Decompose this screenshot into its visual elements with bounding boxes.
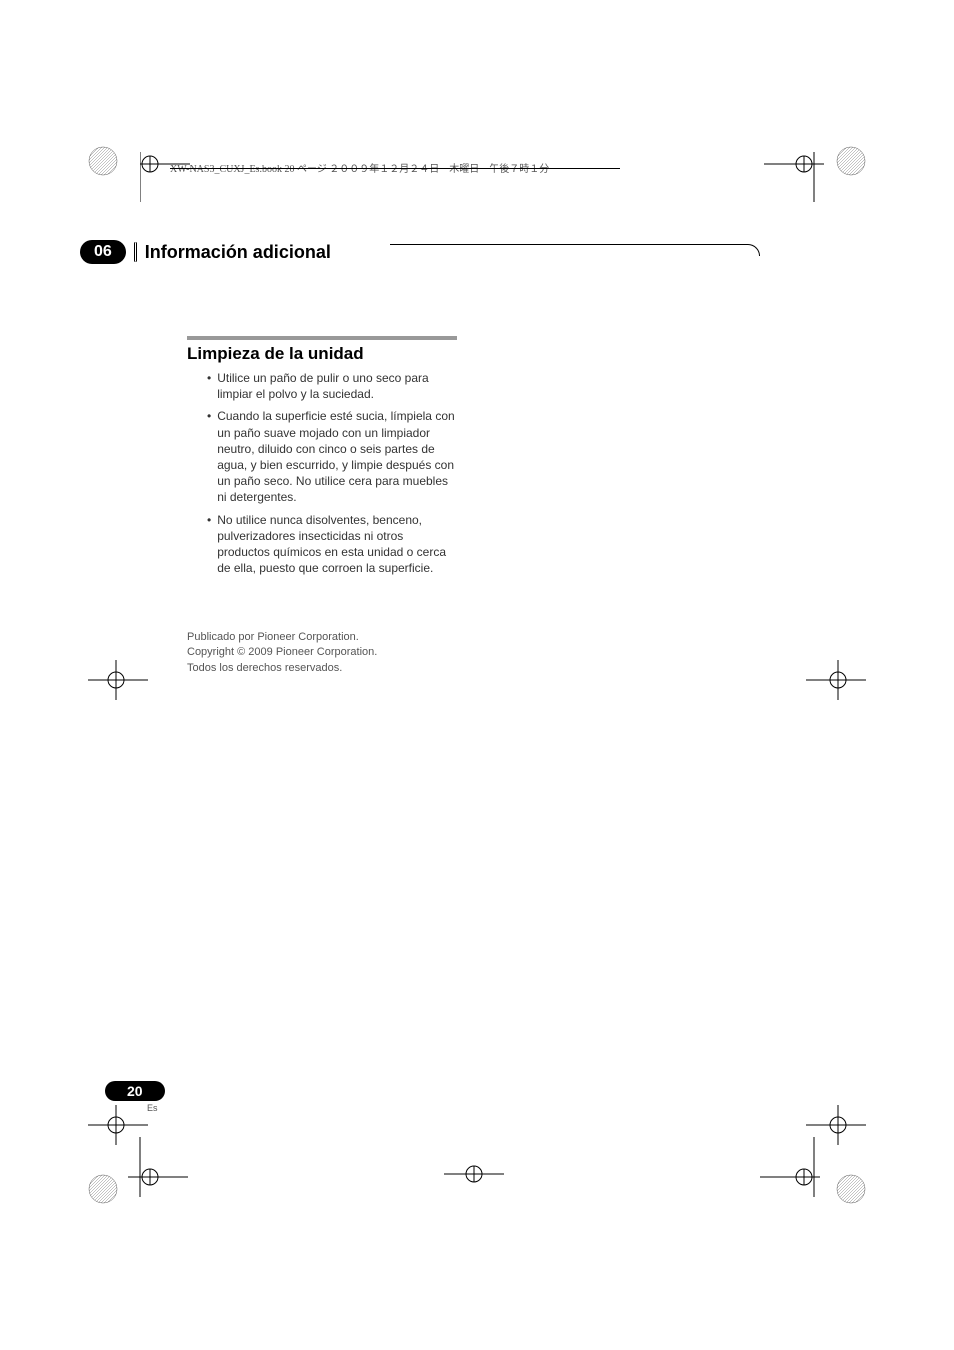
bullet-item: • Cuando la superficie esté sucia, límpi… (207, 408, 459, 505)
chapter-header: 06 Información adicional (80, 240, 331, 264)
content-body: • Utilice un paño de pulir o uno seco pa… (207, 370, 459, 582)
crosshair-ml (88, 660, 148, 705)
crosshair-bl (128, 1137, 188, 1202)
copyright-line: Todos los derechos reservados. (187, 661, 377, 676)
bullet-icon: • (207, 512, 211, 577)
page-number-badge: 20 (105, 1081, 165, 1101)
section-bar (187, 336, 457, 340)
bullet-text: No utilice nunca disolventes, benceno, p… (217, 512, 459, 577)
bullet-icon: • (207, 370, 211, 402)
chapter-line (390, 244, 760, 256)
register-mark-tl (88, 146, 118, 176)
page-language: Es (147, 1103, 165, 1113)
page-footer: 20 Es (105, 1081, 165, 1113)
header-line (170, 168, 620, 169)
copyright-line: Copyright © 2009 Pioneer Corporation. (187, 645, 377, 660)
register-mark-tr (836, 146, 866, 176)
crosshair-tr (764, 152, 824, 207)
bullet-item: • Utilice un paño de pulir o uno seco pa… (207, 370, 459, 402)
crosshair-mr (806, 660, 866, 705)
section-title: Limpieza de la unidad (187, 344, 364, 364)
crosshair-br (760, 1137, 820, 1202)
copyright-block: Publicado por Pioneer Corporation. Copyr… (187, 630, 377, 676)
copyright-line: Publicado por Pioneer Corporation. (187, 630, 377, 645)
register-mark-br (836, 1174, 866, 1204)
crosshair-bc (444, 1159, 504, 1194)
chapter-number-badge: 06 (80, 240, 126, 264)
bullet-text: Cuando la superficie esté sucia, límpiel… (217, 408, 459, 505)
chapter-title: Información adicional (145, 242, 331, 263)
bullet-text: Utilice un paño de pulir o uno seco para… (217, 370, 459, 402)
bullet-icon: • (207, 408, 211, 505)
register-mark-bl (88, 1174, 118, 1204)
bullet-item: • No utilice nunca disolventes, benceno,… (207, 512, 459, 577)
chapter-divider (134, 242, 137, 262)
